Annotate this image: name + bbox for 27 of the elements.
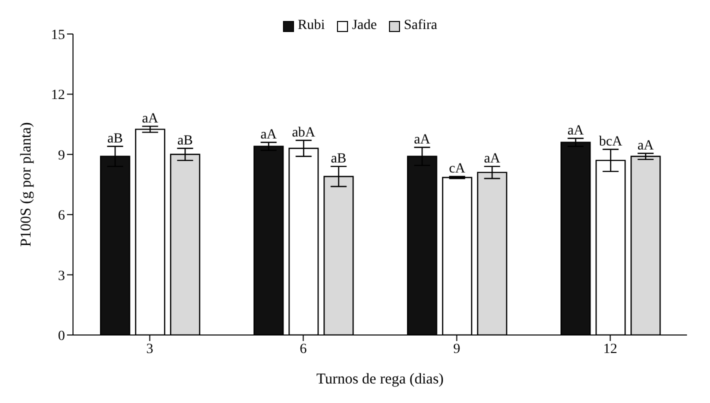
data-label: aA — [484, 151, 502, 166]
data-label: bcA — [598, 134, 624, 150]
x-tick-label: 6 — [300, 342, 307, 357]
y-tick-label: 9 — [58, 148, 65, 164]
y-axis-title: P100S (g por planta) — [18, 122, 34, 247]
data-label: aA — [260, 127, 278, 142]
legend-label: Jade — [352, 18, 377, 34]
data-label: aA — [414, 132, 432, 148]
y-tick-label: 0 — [58, 328, 65, 344]
data-label: aA — [637, 138, 655, 154]
y-tick-label: 12 — [51, 88, 65, 104]
x-tick-label: 12 — [603, 342, 618, 357]
data-label: aA — [567, 123, 585, 138]
y-tick-label: 6 — [58, 208, 65, 224]
legend-label: Safira — [404, 18, 438, 34]
y-tick-label: 3 — [58, 268, 65, 284]
x-tick-label: 9 — [453, 342, 460, 357]
data-label: aB — [107, 131, 123, 146]
data-label: aB — [330, 151, 346, 166]
x-tick-label: 3 — [146, 342, 154, 357]
data-label: cA — [448, 161, 466, 176]
data-label: abA — [292, 125, 316, 140]
x-axis-title: Turnos de rega (dias) — [316, 372, 444, 388]
y-tick-label: 15 — [51, 28, 65, 43]
legend-label: Rubi — [298, 18, 325, 34]
data-label: aB — [177, 133, 193, 148]
data-label: aA — [142, 111, 160, 126]
